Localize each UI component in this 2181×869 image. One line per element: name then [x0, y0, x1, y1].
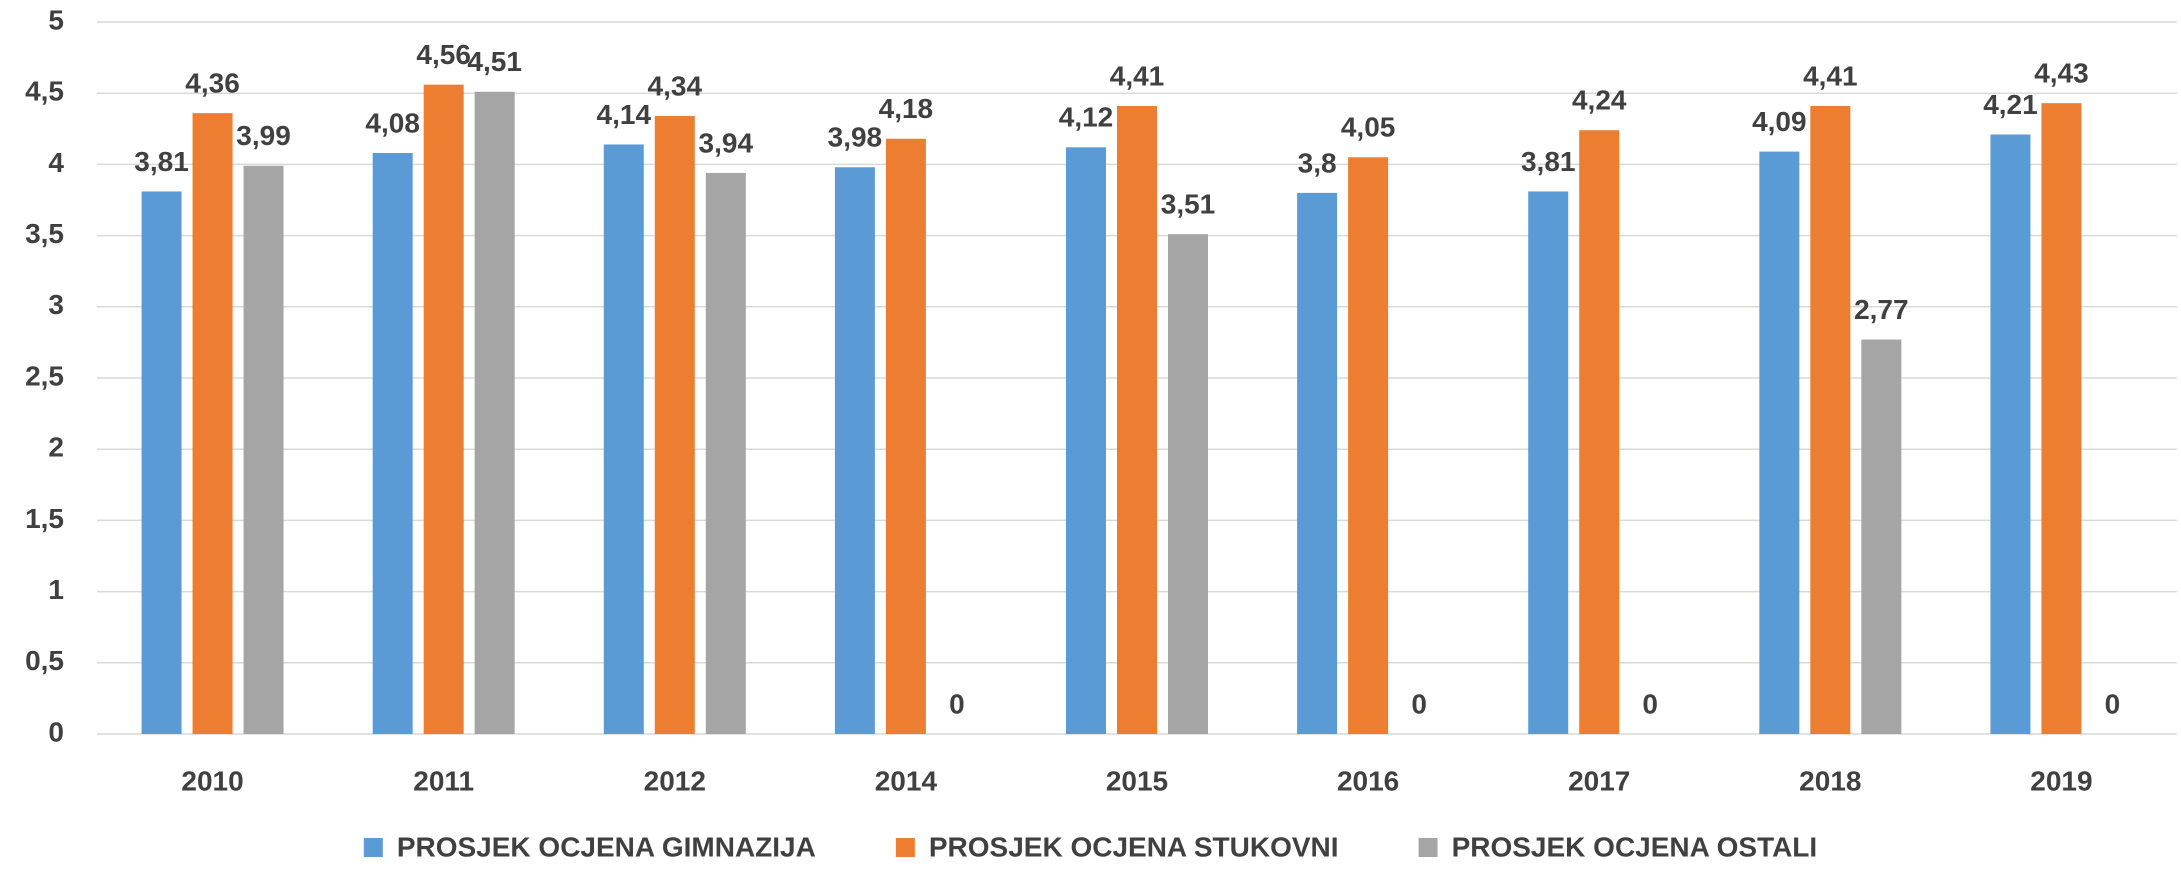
x-tick-label: 2019: [2030, 765, 2092, 796]
x-tick-label: 2017: [1568, 765, 1630, 796]
legend-swatch: [895, 838, 915, 857]
data-label: 4,41: [1803, 60, 1858, 91]
data-label: 3,94: [699, 127, 754, 158]
bar: [243, 165, 284, 735]
data-label: 4,14: [597, 99, 652, 130]
bar: [1168, 234, 1208, 734]
x-tick-label: 2010: [181, 765, 243, 796]
y-tick-label: 4: [48, 147, 64, 178]
data-label: 4,12: [1059, 102, 1114, 133]
y-tick-label: 4,5: [25, 76, 64, 107]
bar: [1861, 339, 1902, 734]
data-label: 4,56: [416, 39, 471, 70]
data-label: 4,41: [1110, 60, 1165, 91]
bar: [423, 84, 464, 734]
bar: [372, 153, 413, 734]
bar: [705, 172, 746, 735]
data-label: 3,51: [1161, 189, 1216, 220]
data-label: 4,18: [879, 93, 934, 124]
x-tick-label: 2012: [644, 765, 706, 796]
bar: [474, 91, 515, 734]
data-label: 2,77: [1854, 294, 1909, 325]
data-label: 3,99: [236, 120, 291, 151]
y-tick-label: 1,5: [25, 503, 64, 534]
data-label: 4,05: [1341, 112, 1396, 143]
x-tick-label: 2018: [1799, 765, 1861, 796]
bar: [1297, 192, 1338, 734]
y-tick-label: 3: [48, 289, 64, 320]
bar: [1759, 151, 1800, 735]
data-label: 4,09: [1752, 106, 1807, 137]
bar: [1528, 191, 1569, 734]
data-label: 3,81: [134, 146, 189, 177]
bar: [603, 144, 644, 735]
y-tick-label: 1: [48, 574, 64, 605]
data-label: 3,8: [1298, 147, 1337, 178]
y-tick-label: 2: [48, 432, 64, 463]
bar: [654, 115, 695, 734]
data-label: 0: [949, 688, 965, 719]
bar: [1348, 157, 1389, 734]
y-tick-label: 2,5: [25, 360, 64, 391]
x-tick-label: 2014: [875, 765, 938, 796]
bar: [2041, 103, 2082, 735]
bar: [1117, 106, 1157, 735]
legend-label: PROSJEK OCJENA GIMNAZIJA: [397, 831, 816, 862]
data-label: 3,81: [1521, 146, 1576, 177]
legend-swatch: [363, 838, 383, 857]
data-label: 0: [2105, 688, 2121, 719]
data-label: 0: [1642, 688, 1658, 719]
data-label: 4,34: [648, 70, 703, 101]
data-label: 4,21: [1983, 89, 2038, 120]
x-tick-label: 2011: [413, 765, 474, 796]
data-label: 4,24: [1572, 85, 1627, 116]
bar: [1810, 106, 1851, 735]
x-tick-label: 2016: [1337, 765, 1399, 796]
y-tick-label: 0: [48, 716, 64, 747]
y-tick-label: 0,5: [25, 645, 64, 676]
y-tick-label: 5: [48, 4, 64, 35]
data-label: 3,98: [828, 122, 883, 153]
bar: [1579, 130, 1620, 734]
data-label: 0: [1411, 688, 1427, 719]
bar: [885, 138, 926, 734]
bar: [141, 191, 182, 734]
y-tick-label: 3,5: [25, 218, 64, 249]
data-label: 4,51: [467, 46, 522, 77]
bar: [192, 113, 233, 735]
legend-swatch: [1418, 838, 1438, 857]
data-label: 4,08: [365, 107, 420, 138]
legend-label: PROSJEK OCJENA OSTALI: [1452, 831, 1818, 862]
bar: [1066, 147, 1106, 734]
x-tick-label: 2015: [1106, 765, 1168, 796]
data-label: 4,43: [2034, 58, 2089, 89]
bar: [1990, 134, 2031, 735]
data-label: 4,36: [185, 68, 240, 99]
legend-label: PROSJEK OCJENA STUKOVNI: [929, 831, 1339, 862]
bar: [834, 167, 875, 735]
